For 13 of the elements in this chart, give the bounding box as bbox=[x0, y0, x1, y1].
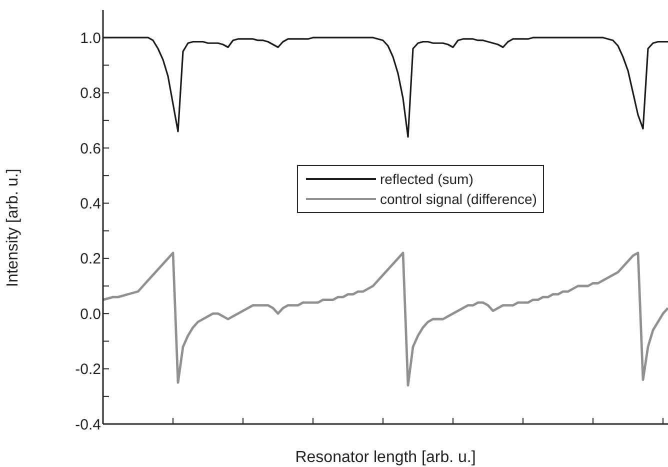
y-tick-label: 1.0 bbox=[80, 30, 101, 47]
legend-label: reflected (sum) bbox=[380, 170, 474, 189]
y-tick-label: -0.2 bbox=[75, 361, 101, 378]
y-tick-label: -0.4 bbox=[75, 416, 101, 434]
y-axis-title: Intensity [arb. u.] bbox=[4, 168, 22, 287]
y-tick-label: 0.4 bbox=[80, 196, 101, 213]
y-tick-label: 0.8 bbox=[80, 85, 101, 102]
legend-label: control signal (difference) bbox=[380, 190, 537, 209]
y-tick-label: 0.2 bbox=[80, 250, 101, 268]
x-axis-title: Resonator length [arb. u.] bbox=[295, 449, 476, 466]
y-tick-label: 0.0 bbox=[80, 306, 101, 323]
line-series bbox=[102, 252, 668, 387]
y-tick-label: 0.6 bbox=[80, 140, 101, 158]
